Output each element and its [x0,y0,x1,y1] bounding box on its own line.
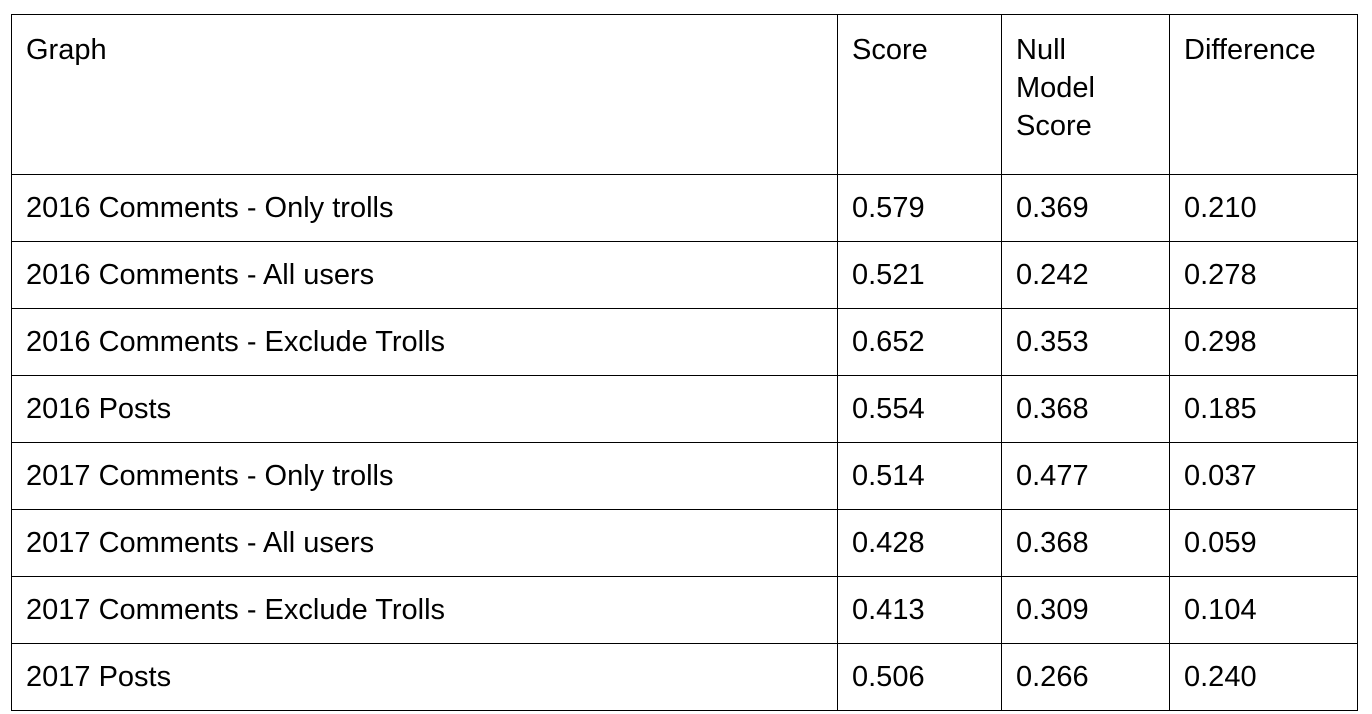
cell-difference: 0.210 [1169,174,1358,242]
table-row: 2016 Comments - All users 0.521 0.242 0.… [11,241,1358,309]
cell-difference: 0.037 [1169,442,1358,510]
table-row: 2016 Posts 0.554 0.368 0.185 [11,375,1358,443]
cell-graph: 2016 Posts [11,375,838,443]
header-null-model-score-label: Null Model Score [1016,34,1095,142]
cell-score: 0.428 [837,509,1002,577]
header-score: Score [837,14,1002,175]
cell-difference: 0.059 [1169,509,1358,577]
table-row: 2017 Comments - Exclude Trolls 0.413 0.3… [11,576,1358,644]
cell-graph: 2016 Comments - Only trolls [11,174,838,242]
results-table: Graph Score Null Model Score Difference … [11,14,1358,711]
cell-difference: 0.104 [1169,576,1358,644]
table-row: 2017 Comments - All users 0.428 0.368 0.… [11,509,1358,577]
cell-score: 0.413 [837,576,1002,644]
cell-null-model-score: 0.477 [1001,442,1170,510]
cell-graph: 2017 Comments - All users [11,509,838,577]
table-row: 2016 Comments - Exclude Trolls 0.652 0.3… [11,308,1358,376]
cell-difference: 0.185 [1169,375,1358,443]
cell-null-model-score: 0.242 [1001,241,1170,309]
cell-difference: 0.240 [1169,643,1358,711]
cell-difference: 0.298 [1169,308,1358,376]
cell-graph: 2017 Comments - Exclude Trolls [11,576,838,644]
table-row: 2017 Posts 0.506 0.266 0.240 [11,643,1358,711]
cell-difference: 0.278 [1169,241,1358,309]
cell-score: 0.514 [837,442,1002,510]
cell-score: 0.554 [837,375,1002,443]
cell-graph: 2017 Posts [11,643,838,711]
cell-null-model-score: 0.368 [1001,375,1170,443]
cell-null-model-score: 0.368 [1001,509,1170,577]
cell-null-model-score: 0.309 [1001,576,1170,644]
cell-null-model-score: 0.353 [1001,308,1170,376]
header-graph: Graph [11,14,838,175]
header-difference: Difference [1169,14,1358,175]
header-score-label: Score [852,34,928,66]
cell-null-model-score: 0.369 [1001,174,1170,242]
cell-score: 0.652 [837,308,1002,376]
header-null-model-score: Null Model Score [1001,14,1170,175]
table-row: 2017 Comments - Only trolls 0.514 0.477 … [11,442,1358,510]
cell-score: 0.521 [837,241,1002,309]
cell-score: 0.579 [837,174,1002,242]
header-difference-label: Difference [1184,34,1316,66]
cell-score: 0.506 [837,643,1002,711]
cell-null-model-score: 0.266 [1001,643,1170,711]
cell-graph: 2016 Comments - All users [11,241,838,309]
header-graph-label: Graph [26,34,107,66]
table-header-row: Graph Score Null Model Score Difference [11,14,1358,175]
table-row: 2016 Comments - Only trolls 0.579 0.369 … [11,174,1358,242]
cell-graph: 2016 Comments - Exclude Trolls [11,308,838,376]
cell-graph: 2017 Comments - Only trolls [11,442,838,510]
